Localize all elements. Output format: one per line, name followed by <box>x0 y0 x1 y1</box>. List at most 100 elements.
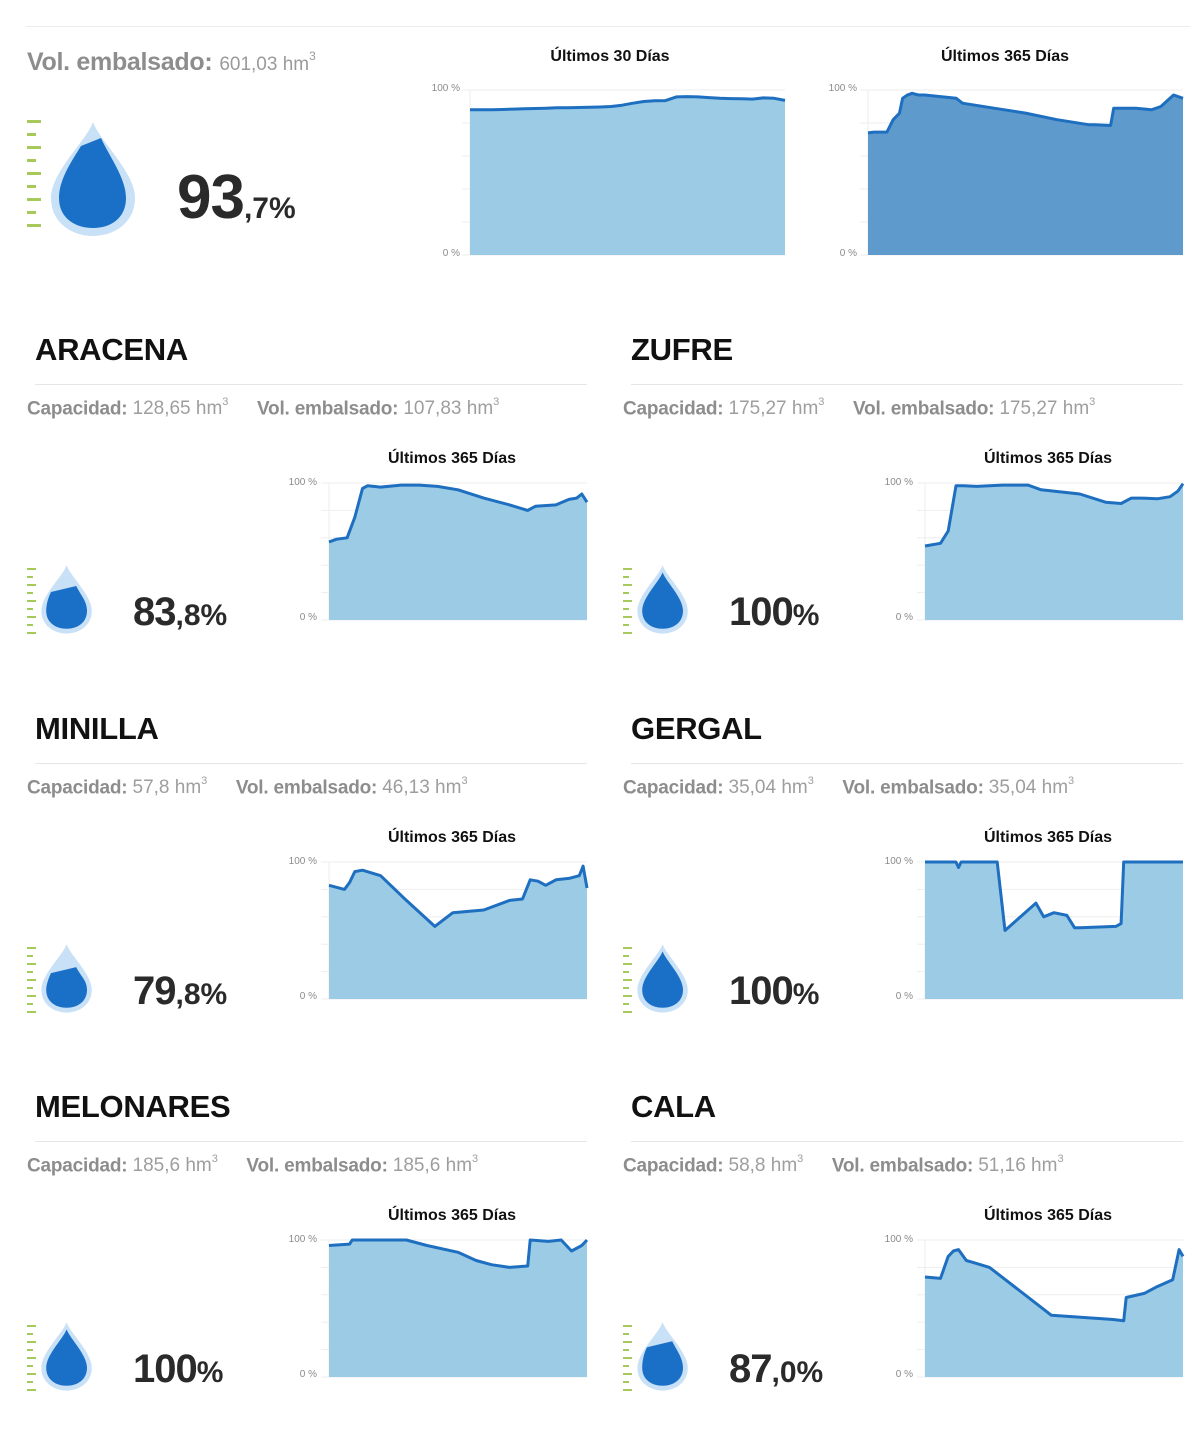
chart-30-days: Últimos 30 Días 100 % 0 % <box>420 48 800 268</box>
gauge-ticks <box>27 1325 37 1397</box>
volume-label: Vol. embalsado: <box>852 398 1000 420</box>
gauge-ticks <box>27 568 37 640</box>
divider <box>35 763 587 764</box>
gauge-ticks <box>623 947 633 1019</box>
volume-value: 185,6 hm3 <box>392 1153 479 1177</box>
water-drop-icon <box>637 944 688 1013</box>
total-volume: Vol. embalsado: 601,03 hm3 <box>27 48 316 77</box>
y-tick-0: 0 % <box>895 612 913 623</box>
reservoir-stats: Capacidad: 58,8 hm3 Vol. embalsado: 51,1… <box>623 1153 1064 1177</box>
y-tick-100: 100 % <box>431 83 460 94</box>
volume-label: Vol. embalsado: <box>246 1155 393 1177</box>
gauge-ticks <box>623 568 633 640</box>
y-tick-100: 100 % <box>884 856 913 867</box>
divider <box>35 384 587 385</box>
reservoir-stats: Capacidad: 175,27 hm3 Vol. embalsado: 17… <box>623 396 1095 420</box>
chart-title: Últimos 365 Días <box>983 1207 1113 1224</box>
reservoir-percentage: 79,8% <box>133 969 228 1013</box>
reservoir-card-minilla: MINILLA Capacidad: 57,8 hm3 Vol. embalsa… <box>27 711 597 1051</box>
capacity-value: 185,6 hm3 <box>132 1153 218 1177</box>
top-divider <box>26 26 1190 27</box>
total-volume-label: Vol. embalsado: <box>27 48 213 76</box>
reservoir-stats: Capacidad: 128,65 hm3 Vol. embalsado: 10… <box>27 396 500 420</box>
y-tick-0: 0 % <box>839 248 857 259</box>
capacity-value: 58,8 hm3 <box>728 1153 804 1177</box>
volume-label: Vol. embalsado: <box>256 398 404 420</box>
y-tick-0: 0 % <box>299 612 317 623</box>
area-chart <box>917 1239 1185 1378</box>
reservoir-name: ARACENA <box>35 332 188 367</box>
volume-value: 107,83 hm3 <box>403 396 500 420</box>
total-percentage: 93,7% <box>177 163 296 232</box>
divider <box>631 763 1183 764</box>
volume-label: Vol. embalsado: <box>235 777 383 799</box>
reservoir-card-gergal: GERGAL Capacidad: 35,04 hm3 Vol. embalsa… <box>623 711 1193 1051</box>
reservoir-card-aracena: ARACENA Capacidad: 128,65 hm3 Vol. embal… <box>27 332 597 672</box>
total-volume-value: 601,03 hm3 <box>219 48 316 75</box>
volume-value: 51,16 hm3 <box>978 1153 1064 1177</box>
y-tick-0: 0 % <box>442 248 460 259</box>
reservoir-card-cala: CALA Capacidad: 58,8 hm3 Vol. embalsado:… <box>623 1089 1193 1429</box>
y-tick-100: 100 % <box>288 856 317 867</box>
divider <box>35 1141 587 1142</box>
capacity-label: Capacidad: <box>27 1155 133 1177</box>
y-tick-0: 0 % <box>895 991 913 1002</box>
water-drop-icon <box>41 565 92 634</box>
water-drop-icon <box>41 944 92 1013</box>
reservoir-stats: Capacidad: 57,8 hm3 Vol. embalsado: 46,1… <box>27 775 468 799</box>
water-drop-icon <box>637 565 688 634</box>
capacity-label: Capacidad: <box>27 777 133 799</box>
water-drop-icon <box>41 1322 92 1391</box>
y-tick-100: 100 % <box>884 1234 913 1245</box>
chart-title: Últimos 365 Días <box>983 450 1113 467</box>
reservoir-name: ZUFRE <box>631 332 733 367</box>
chart-365-days: Últimos 365 Días 100 % 0 % <box>873 829 1193 1019</box>
capacity-value: 175,27 hm3 <box>728 396 825 420</box>
reservoir-card-zufre: ZUFRE Capacidad: 175,27 hm3 Vol. embalsa… <box>623 332 1193 672</box>
volume-label: Vol. embalsado: <box>831 1155 979 1177</box>
reservoir-percentage: 100% <box>133 1347 224 1391</box>
gauge-ticks <box>27 947 37 1019</box>
reservoir-percentage: 83,8% <box>133 590 228 634</box>
water-drop-icon <box>637 1322 688 1391</box>
volume-value: 35,04 hm3 <box>988 775 1075 799</box>
y-tick-100: 100 % <box>288 477 317 488</box>
divider <box>631 1141 1183 1142</box>
capacity-value: 128,65 hm3 <box>132 396 229 420</box>
chart-365-days-total: Últimos 365 Días 100 % 0 % <box>820 48 1190 268</box>
capacity-label: Capacidad: <box>623 398 729 420</box>
divider <box>631 384 1183 385</box>
chart-365-days: Últimos 365 Días 100 % 0 % <box>277 829 597 1019</box>
chart-title: Últimos 365 Días <box>387 450 517 467</box>
y-tick-0: 0 % <box>895 1369 913 1380</box>
chart-title: Últimos 365 Días <box>940 48 1070 65</box>
chart-365-days: Últimos 365 Días 100 % 0 % <box>277 1207 597 1397</box>
volume-label: Vol. embalsado: <box>842 777 989 799</box>
y-tick-100: 100 % <box>288 1234 317 1245</box>
chart-365-days: Últimos 365 Días 100 % 0 % <box>873 1207 1193 1397</box>
area-chart <box>917 482 1185 621</box>
chart-title: Últimos 365 Días <box>387 1207 517 1224</box>
capacity-label: Capacidad: <box>27 398 133 420</box>
chart-365-days: Últimos 365 Días 100 % 0 % <box>873 450 1193 640</box>
gauge-ticks <box>27 120 43 237</box>
reservoir-card-melonares: MELONARES Capacidad: 185,6 hm3 Vol. emba… <box>27 1089 597 1429</box>
area-chart <box>321 861 589 1000</box>
y-tick-100: 100 % <box>828 83 857 94</box>
capacity-value: 57,8 hm3 <box>132 775 208 799</box>
capacity-value: 35,04 hm3 <box>728 775 814 799</box>
area-chart-30-days <box>462 89 786 256</box>
y-tick-100: 100 % <box>884 477 913 488</box>
reservoir-percentage: 100% <box>729 590 820 634</box>
reservoir-percentage: 87,0% <box>729 1347 824 1391</box>
reservoir-stats: Capacidad: 35,04 hm3 Vol. embalsado: 35,… <box>623 775 1075 799</box>
reservoir-name: MINILLA <box>35 711 159 746</box>
reservoir-percentage: 100% <box>729 969 820 1013</box>
area-chart <box>917 860 1183 1000</box>
reservoir-name: GERGAL <box>631 711 762 746</box>
volume-value: 46,13 hm3 <box>382 775 468 799</box>
summary-section: Vol. embalsado: 601,03 hm3 93,7% Últimos… <box>0 0 1200 300</box>
chart-365-days: Últimos 365 Días 100 % 0 % <box>277 450 597 640</box>
area-chart <box>321 482 589 621</box>
chart-title: Últimos 365 Días <box>387 829 517 846</box>
